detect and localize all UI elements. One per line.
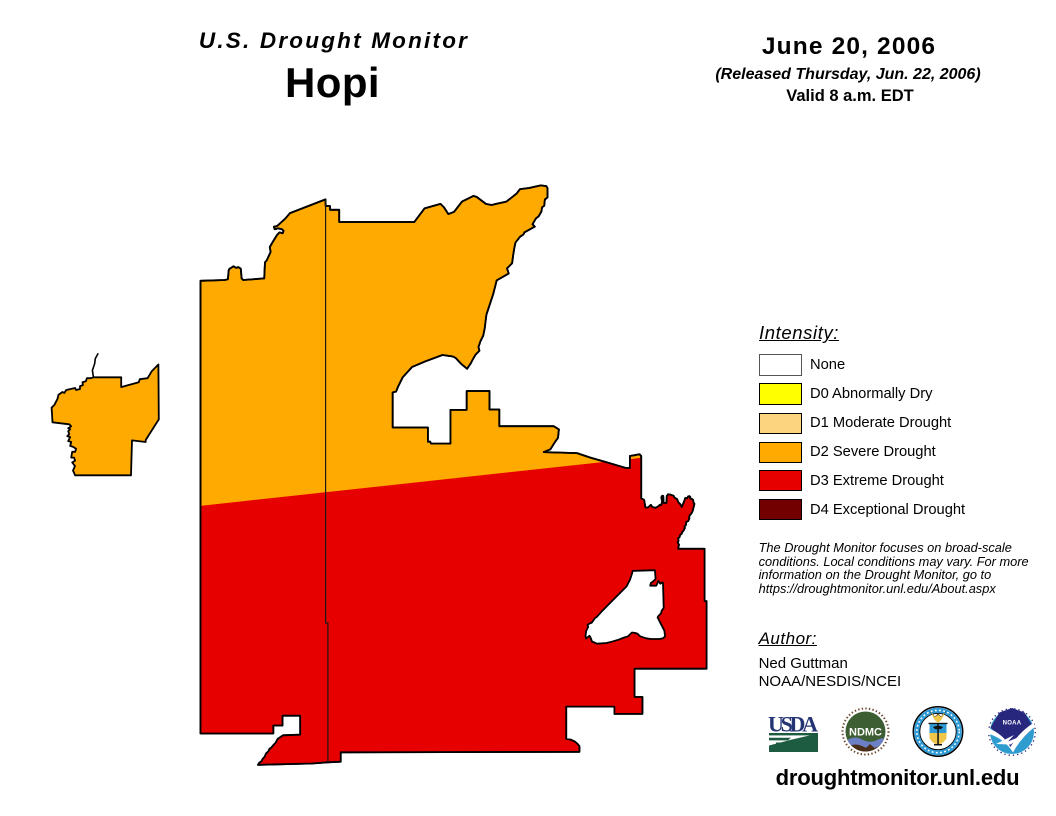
svg-text:NDMC: NDMC — [849, 727, 882, 739]
svg-text:USDA: USDA — [768, 712, 818, 737]
svg-text:NOAA: NOAA — [1003, 721, 1022, 727]
